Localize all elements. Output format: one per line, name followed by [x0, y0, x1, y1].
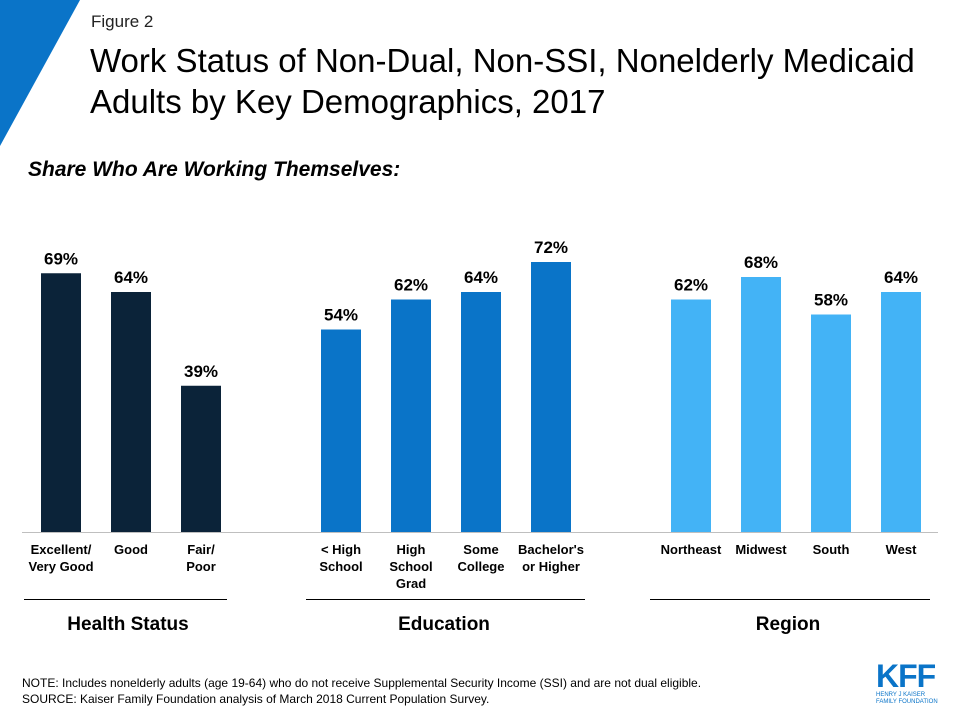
bar	[41, 273, 81, 532]
bar	[111, 292, 151, 532]
corner-accent-shape	[0, 0, 80, 146]
footnotes: NOTE: Includes nonelderly adults (age 19…	[22, 675, 701, 707]
logo-line-2: FAMILY FOUNDATION	[876, 699, 938, 705]
bar	[671, 299, 711, 532]
category-tick-label: Bachelor's or Higher	[518, 542, 584, 574]
category-tick-label: Northeast	[661, 542, 722, 557]
bar	[741, 277, 781, 532]
data-label: 69%	[44, 249, 78, 268]
data-label: 62%	[674, 276, 708, 295]
category-tick-label: South	[813, 542, 850, 557]
data-label: 58%	[814, 291, 848, 310]
group-label: Health Status	[67, 614, 188, 635]
category-tick-label: Midwest	[735, 542, 787, 557]
logo-line-1: HENRY J KAISER	[876, 692, 926, 698]
data-label: 62%	[394, 276, 428, 295]
data-label: 39%	[184, 362, 218, 381]
bar	[391, 299, 431, 532]
category-tick-label: High School Grad	[389, 542, 432, 591]
data-label: 64%	[464, 268, 498, 287]
data-label: 72%	[534, 238, 568, 257]
group-label: Education	[398, 614, 490, 635]
data-label: 64%	[884, 268, 918, 287]
logo-mark: KFF	[876, 658, 936, 694]
bar	[881, 292, 921, 532]
group-label: Region	[756, 614, 820, 635]
data-label: 54%	[324, 306, 358, 325]
bar	[321, 329, 361, 532]
chart-subtitle: Share Who Are Working Themselves:	[28, 158, 401, 181]
chart-title: Work Status of Non-Dual, Non-SSI, Noneld…	[90, 42, 915, 120]
note-text: NOTE: Includes nonelderly adults (age 19…	[22, 676, 702, 690]
category-tick-label: West	[886, 542, 917, 557]
category-tick-label: Some College	[458, 542, 505, 574]
figure-label: Figure 2	[91, 12, 154, 31]
bar	[811, 314, 851, 532]
bar-chart: 69% Excellent/Very Good 64% Good 39% Fair/Poo…	[22, 238, 938, 635]
bar	[181, 385, 221, 532]
category-tick-label: Excellent/Very Good	[28, 542, 93, 574]
data-label: 68%	[744, 253, 778, 272]
category-tick-label: Fair/Poor	[186, 542, 216, 574]
data-label: 64%	[114, 268, 148, 287]
category-tick-label: Good	[114, 542, 148, 557]
source-text: SOURCE: Kaiser Family Foundation analysi…	[22, 692, 490, 706]
bar	[461, 292, 501, 532]
kff-logo: KFF HENRY J KAISER FAMILY FOUNDATION	[876, 660, 946, 706]
bar	[531, 262, 571, 532]
category-tick-label: < High School	[319, 542, 362, 574]
